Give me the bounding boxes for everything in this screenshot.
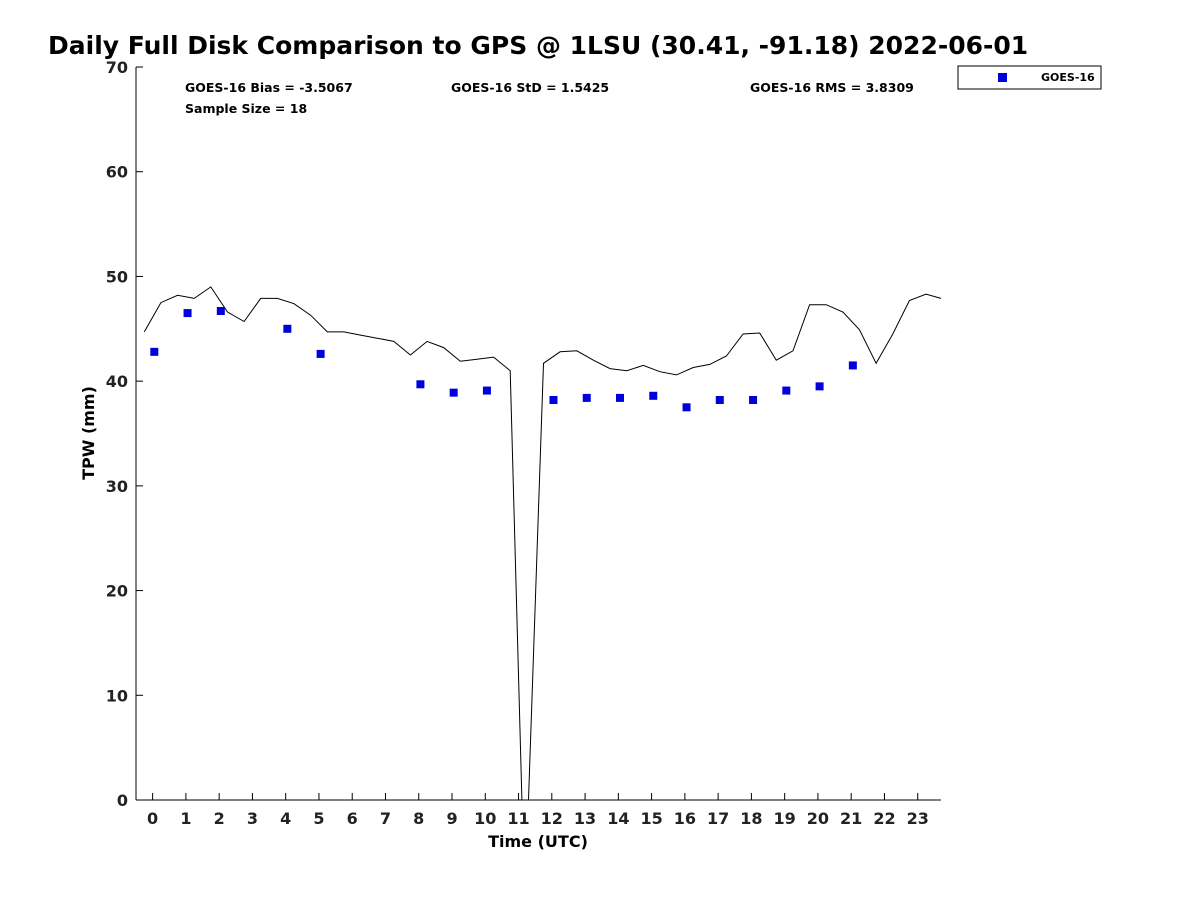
stat-rms: GOES-16 RMS = 3.8309 xyxy=(750,80,914,95)
goes16-point xyxy=(449,388,458,397)
y-tick-label: 50 xyxy=(106,267,128,286)
goes16-point xyxy=(749,395,758,404)
gps-tpw-line xyxy=(143,286,942,801)
x-tick-label: 15 xyxy=(640,809,662,828)
y-tick-label: 60 xyxy=(106,163,128,182)
legend-marker xyxy=(998,73,1007,82)
y-axis-label: TPW (mm) xyxy=(79,386,98,480)
goes16-point xyxy=(316,349,325,358)
goes16-point xyxy=(615,393,624,402)
goes16-point xyxy=(582,393,591,402)
x-tick-label: 13 xyxy=(574,809,596,828)
x-tick-label: 20 xyxy=(807,809,829,828)
legend: GOES-16 xyxy=(957,65,1102,90)
stat-bias: GOES-16 Bias = -3.5067 xyxy=(185,80,353,95)
x-tick-label: 23 xyxy=(907,809,929,828)
goes16-scatter-series xyxy=(150,306,857,412)
x-tick-label: 14 xyxy=(607,809,629,828)
x-tick-label: 8 xyxy=(413,809,424,828)
x-tick-label: 4 xyxy=(280,809,291,828)
y-tick-label: 20 xyxy=(106,582,128,601)
y-tick-label: 40 xyxy=(106,372,128,391)
x-tick-label: 19 xyxy=(774,809,796,828)
legend-box xyxy=(957,65,1102,90)
x-tick-label: 6 xyxy=(347,809,358,828)
x-tick-label: 11 xyxy=(507,809,529,828)
stat-sample-size: Sample Size = 18 xyxy=(185,101,307,116)
goes16-point xyxy=(283,324,292,333)
goes16-point xyxy=(183,309,192,318)
goes16-point xyxy=(782,386,791,395)
goes16-point xyxy=(482,386,491,395)
x-tick-label: 7 xyxy=(380,809,391,828)
goes16-point xyxy=(682,403,691,412)
x-axis-ticks: 0 1 2 3 4 5 6 7 8 9 10 11 12 13 14 15 16 17 18 19 20 21 22 23 xyxy=(147,793,929,828)
x-tick-label: 0 xyxy=(147,809,158,828)
x-tick-label: 12 xyxy=(541,809,563,828)
legend-label: GOES-16 xyxy=(1041,71,1095,84)
y-tick-label: 30 xyxy=(106,477,128,496)
goes16-point xyxy=(150,347,159,356)
y-tick-label: 70 xyxy=(106,58,128,77)
x-tick-label: 9 xyxy=(446,809,457,828)
x-tick-label: 2 xyxy=(214,809,225,828)
plot-area xyxy=(135,67,941,801)
chart-title: Daily Full Disk Comparison to GPS @ 1LSU… xyxy=(48,31,1028,60)
goes16-point xyxy=(848,361,857,370)
x-tick-label: 10 xyxy=(474,809,496,828)
x-tick-label: 5 xyxy=(313,809,324,828)
stat-std: GOES-16 StD = 1.5425 xyxy=(451,80,609,95)
x-tick-label: 22 xyxy=(873,809,895,828)
x-tick-label: 18 xyxy=(740,809,762,828)
goes16-point xyxy=(715,395,724,404)
goes16-point xyxy=(649,391,658,400)
x-tick-label: 16 xyxy=(674,809,696,828)
x-axis-label: Time (UTC) xyxy=(488,832,588,851)
y-axis-ticks: 0 10 20 30 40 50 60 70 xyxy=(106,58,143,810)
x-tick-label: 17 xyxy=(707,809,729,828)
x-tick-label: 3 xyxy=(247,809,258,828)
x-tick-label: 21 xyxy=(840,809,862,828)
goes16-point xyxy=(216,306,225,315)
x-tick-label: 1 xyxy=(180,809,191,828)
goes16-point xyxy=(549,395,558,404)
y-tick-label: 10 xyxy=(106,686,128,705)
y-tick-label: 0 xyxy=(117,791,128,810)
goes16-point xyxy=(815,382,824,391)
goes16-point xyxy=(416,380,425,389)
gps-line-series xyxy=(143,286,942,801)
